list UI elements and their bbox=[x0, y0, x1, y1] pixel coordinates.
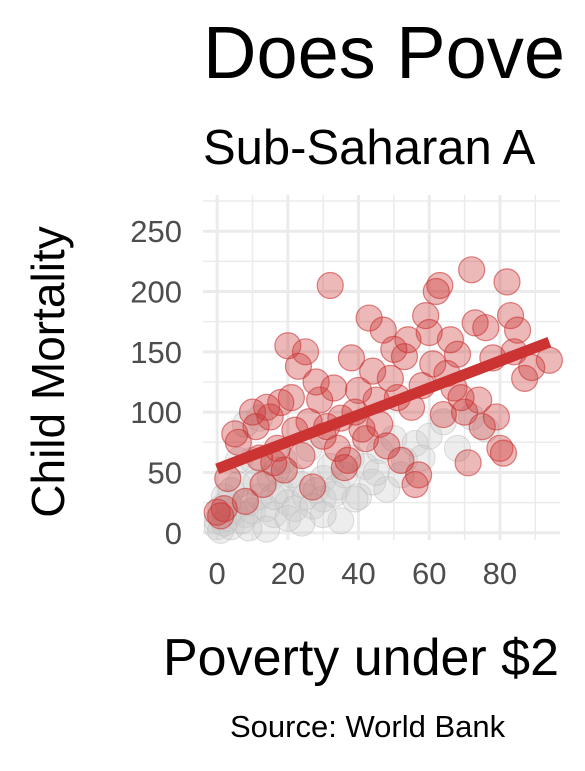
data-point-other bbox=[274, 504, 302, 532]
data-point-highlight bbox=[344, 376, 373, 405]
data-point-other bbox=[288, 509, 316, 537]
data-point-highlight bbox=[415, 318, 443, 347]
data-point-highlight bbox=[493, 268, 521, 296]
data-point-highlight bbox=[270, 456, 298, 484]
data-point-highlight bbox=[337, 344, 366, 372]
data-point-highlight bbox=[359, 357, 387, 385]
data-point-highlight bbox=[351, 425, 380, 453]
data-point-highlight bbox=[291, 338, 320, 366]
data-point-highlight bbox=[419, 350, 447, 378]
data-point-highlight bbox=[334, 446, 362, 474]
y-tick-label: 250 bbox=[130, 214, 182, 249]
data-point-highlight bbox=[468, 413, 496, 441]
data-point-highlight bbox=[387, 446, 415, 474]
y-tick-label: 100 bbox=[130, 395, 182, 430]
data-point-highlight bbox=[284, 352, 313, 380]
data-point-other bbox=[327, 507, 355, 535]
background-points bbox=[203, 403, 500, 544]
data-point-highlight bbox=[203, 498, 231, 526]
data-point-other bbox=[238, 497, 266, 525]
data-point-highlight bbox=[489, 439, 518, 467]
chart-caption: Source: World Bank bbox=[230, 709, 506, 744]
x-tick-label: 40 bbox=[341, 556, 375, 591]
y-tick-label: 200 bbox=[130, 275, 182, 310]
data-point-highlight bbox=[465, 386, 493, 414]
data-point-highlight bbox=[390, 343, 419, 371]
data-point-highlight bbox=[412, 302, 440, 330]
data-point-other bbox=[362, 458, 390, 486]
data-point-highlight bbox=[503, 316, 532, 344]
data-point-highlight bbox=[316, 271, 344, 300]
data-point-other bbox=[373, 475, 401, 503]
axis-ticks: 0 20 40 60 80 0 50 100 150 200 250 bbox=[130, 214, 517, 591]
x-axis-label: Poverty under $2 bbox=[163, 629, 560, 687]
data-point-other bbox=[260, 483, 288, 511]
highlighted-points bbox=[203, 256, 563, 530]
data-point-highlight bbox=[426, 271, 454, 300]
data-point-highlight bbox=[436, 326, 465, 354]
data-point-other bbox=[359, 468, 387, 496]
data-point-highlight bbox=[231, 487, 260, 515]
trend-line-group bbox=[215, 337, 552, 474]
x-tick-label: 0 bbox=[209, 556, 226, 591]
data-point-other bbox=[408, 444, 436, 472]
trend-line bbox=[215, 337, 552, 474]
data-point-highlight bbox=[302, 368, 330, 396]
data-point-highlight bbox=[482, 403, 510, 431]
data-point-highlight bbox=[373, 432, 401, 460]
data-point-other bbox=[253, 515, 281, 543]
data-point-highlight bbox=[405, 461, 433, 489]
data-point-highlight bbox=[249, 470, 277, 499]
data-point-other bbox=[309, 501, 337, 529]
data-point-highlight bbox=[443, 340, 472, 368]
x-tick-label: 20 bbox=[271, 556, 305, 591]
data-point-highlight bbox=[458, 256, 486, 284]
data-point-highlight bbox=[306, 386, 334, 414]
data-point-highlight bbox=[210, 495, 238, 523]
y-tick-label: 0 bbox=[165, 516, 182, 551]
data-point-other bbox=[443, 434, 471, 462]
data-point-other bbox=[299, 492, 327, 520]
data-point-highlight bbox=[288, 441, 316, 470]
chart-subtitle: Sub-Saharan A bbox=[203, 121, 536, 175]
x-tick-label: 60 bbox=[412, 556, 446, 591]
data-point-highlight bbox=[330, 454, 358, 482]
data-point-highlight bbox=[429, 400, 457, 429]
data-point-highlight bbox=[496, 302, 525, 330]
y-tick-label: 50 bbox=[148, 455, 182, 490]
data-point-highlight bbox=[355, 304, 383, 332]
data-point-highlight bbox=[450, 398, 479, 426]
data-point-other bbox=[415, 422, 443, 450]
data-point-highlight bbox=[472, 314, 500, 342]
data-point-highlight bbox=[298, 473, 327, 501]
data-point-highlight bbox=[454, 449, 482, 477]
y-tick-label: 150 bbox=[130, 335, 182, 370]
data-point-highlight bbox=[486, 434, 514, 462]
data-point-highlight bbox=[277, 384, 305, 412]
data-point-other bbox=[235, 514, 263, 542]
data-point-other bbox=[316, 452, 344, 480]
data-point-highlight bbox=[207, 502, 235, 530]
chart-title: Does Pove bbox=[203, 11, 565, 94]
data-point-highlight bbox=[320, 374, 348, 402]
x-tick-label: 80 bbox=[483, 556, 517, 591]
data-point-highlight bbox=[256, 403, 284, 431]
data-point-other bbox=[341, 485, 369, 513]
data-point-highlight bbox=[394, 326, 422, 354]
